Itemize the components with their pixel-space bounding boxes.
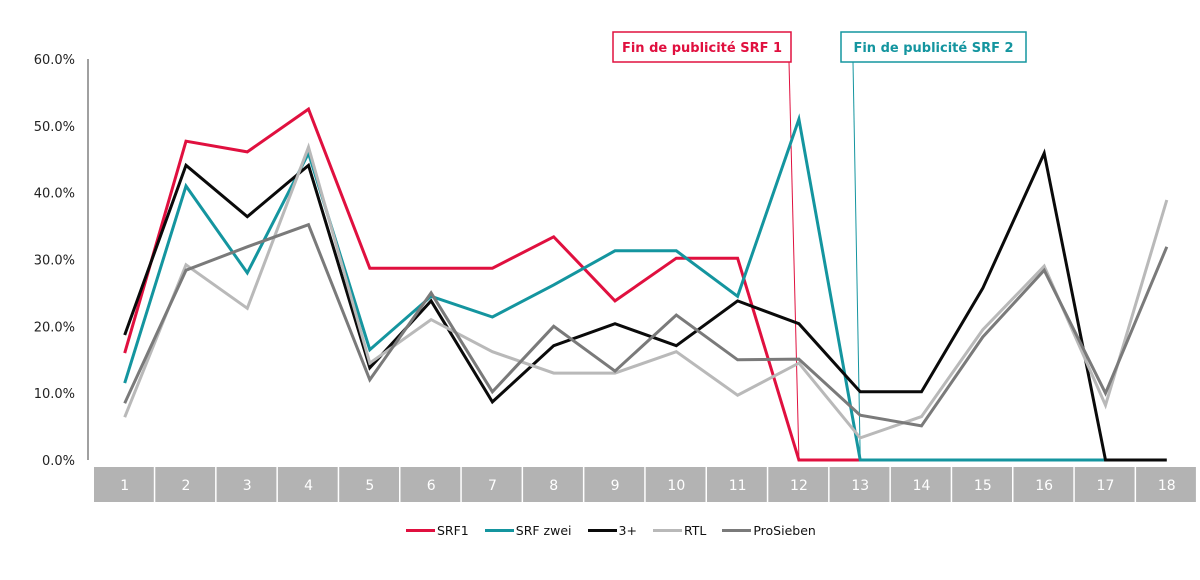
annotation-box — [612, 31, 792, 63]
x-category-boxes: 1 2 3 4 5 6 7 8 9 10 11 12 13 14 15 16 17 18 — [94, 467, 1196, 502]
annotation-label: Fin de publicité SRF 2 — [853, 41, 1013, 56]
x-category-box — [829, 467, 890, 502]
x-category-box — [584, 467, 645, 502]
x-category-box — [768, 467, 829, 502]
x-tick-label: 17 — [1097, 478, 1115, 494]
y-tick-label: 30.0% — [34, 254, 75, 269]
annotation-box — [840, 31, 1027, 63]
series-line-srf1 — [123, 106, 861, 462]
x-tick-label: 14 — [913, 478, 931, 494]
y-tick-label: 0.0% — [42, 454, 75, 469]
x-category-box — [645, 467, 706, 502]
x-tick-label: 2 — [181, 478, 190, 494]
legend-swatch — [484, 529, 514, 532]
x-category-box — [400, 467, 461, 502]
x-category-box — [952, 467, 1012, 502]
x-category-box — [461, 467, 522, 502]
annotation-leader-lines — [788, 61, 861, 461]
y-tick-label: 50.0% — [34, 120, 75, 135]
x-category-box — [1013, 467, 1074, 502]
x-category-box — [890, 467, 951, 502]
x-tick-label: 12 — [790, 478, 808, 494]
x-tick-label: 5 — [365, 478, 374, 494]
legend-item: SRF zwei — [484, 523, 572, 538]
x-category-box — [523, 467, 583, 502]
legend: SRF1 SRF zwei 3+ RTL ProSieben — [406, 523, 832, 538]
series-line-srf-zwei — [123, 113, 1106, 462]
x-tick-label: 16 — [1035, 478, 1053, 494]
x-category-box — [339, 467, 399, 502]
legend-item: 3+ — [587, 523, 637, 538]
legend-swatch — [722, 529, 752, 532]
annotation-leader-line — [788, 61, 800, 461]
y-tick-label: 40.0% — [34, 187, 75, 202]
y-tick-label: 20.0% — [34, 320, 75, 335]
x-tick-label: 8 — [549, 478, 558, 494]
y-tick-label: 60.0% — [34, 53, 75, 68]
x-category-box — [707, 467, 767, 502]
legend-label: ProSieben — [753, 523, 816, 538]
series-line-prosieben — [123, 222, 1169, 428]
legend-label: SRF1 — [437, 523, 469, 538]
x-tick-label: 7 — [488, 478, 497, 494]
annotation-leader-line — [852, 61, 861, 461]
y-tick-labels: 0.0% 10.0% 20.0% 30.0% 40.0% 50.0% 60.0% — [34, 53, 75, 469]
legend-item: SRF1 — [406, 523, 469, 538]
legend-label: RTL — [683, 523, 707, 538]
x-tick-label: 4 — [304, 478, 313, 494]
y-tick-label: 10.0% — [34, 387, 75, 402]
x-tick-label: 13 — [851, 478, 869, 494]
x-category-box — [155, 467, 216, 502]
x-tick-label: 11 — [729, 478, 747, 494]
x-category-box — [277, 467, 338, 502]
x-category-box — [216, 467, 277, 502]
x-tick-label: 1 — [120, 478, 129, 494]
x-tick-label: 18 — [1158, 478, 1176, 494]
legend-label: 3+ — [618, 523, 637, 538]
legend-swatch — [652, 529, 682, 532]
legend-swatch — [587, 529, 617, 532]
annotation-label: Fin de publicité SRF 1 — [622, 41, 782, 56]
series-line-rtl — [123, 142, 1169, 440]
x-tick-label: 10 — [667, 478, 685, 494]
x-tick-label: 6 — [427, 478, 436, 494]
x-category-box — [94, 467, 154, 502]
legend-item: RTL — [652, 523, 707, 538]
x-tick-label: 3 — [243, 478, 252, 494]
series-lines — [123, 106, 1169, 462]
x-category-box — [1074, 467, 1135, 502]
legend-label: SRF zwei — [515, 523, 572, 538]
annotations: Fin de publicité SRF 1 Fin de publicité S… — [612, 31, 1027, 63]
legend-item: ProSieben — [722, 523, 816, 538]
legend-swatch — [406, 529, 435, 532]
x-tick-label: 15 — [974, 478, 992, 494]
x-category-box — [1136, 467, 1196, 502]
x-tick-label: 9 — [611, 478, 620, 494]
